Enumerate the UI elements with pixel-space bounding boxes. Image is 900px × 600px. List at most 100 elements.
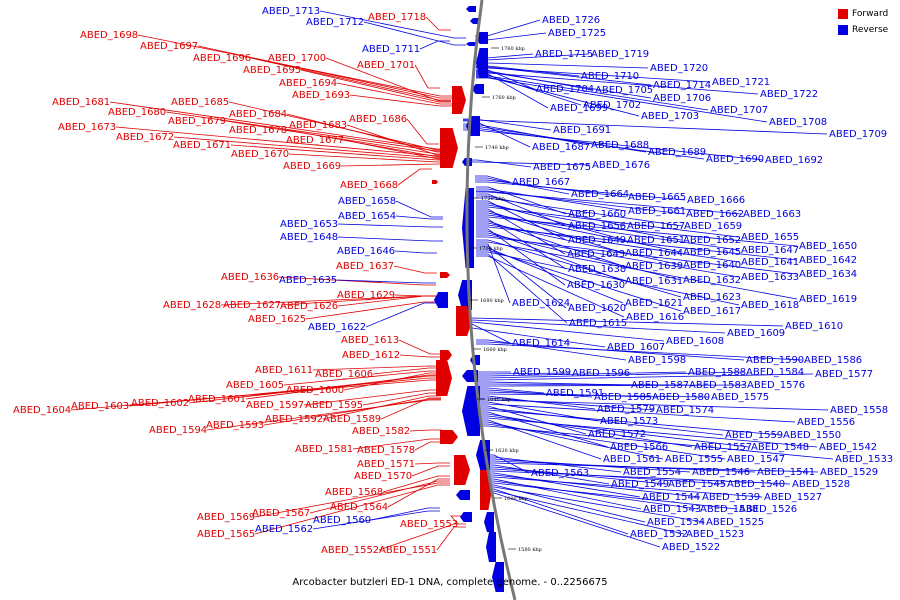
gene-label[interactable]: ABED_1529 — [820, 467, 878, 478]
gene-label[interactable]: ABED_1607 — [607, 342, 665, 353]
gene-label[interactable]: ABED_1654 — [338, 211, 396, 222]
gene-label[interactable]: ABED_1613 — [341, 335, 399, 346]
gene-label[interactable]: ABED_1624 — [512, 298, 570, 309]
gene-label[interactable]: ABED_1575 — [711, 392, 769, 403]
gene-label[interactable]: ABED_1706 — [653, 93, 711, 104]
gene-label[interactable]: ABED_1627 — [223, 300, 281, 311]
gene-label[interactable]: ABED_1584 — [746, 367, 804, 378]
gene-label[interactable]: ABED_1563 — [531, 468, 589, 479]
gene-label[interactable]: ABED_1679 — [168, 116, 226, 127]
gene-label[interactable]: ABED_1554 — [623, 467, 681, 478]
gene-label[interactable]: ABED_1649 — [568, 235, 626, 246]
gene-label[interactable]: ABED_1616 — [626, 312, 684, 323]
gene-label[interactable]: ABED_1583 — [689, 380, 747, 391]
gene-label[interactable]: ABED_1522 — [662, 542, 720, 553]
gene-label[interactable]: ABED_1685 — [171, 97, 229, 108]
gene-label[interactable]: ABED_1569 — [197, 512, 255, 523]
gene-label[interactable]: ABED_1626 — [280, 301, 338, 312]
gene-label[interactable]: ABED_1573 — [600, 416, 658, 427]
gene-label[interactable]: ABED_1598 — [628, 355, 686, 366]
gene-label[interactable]: ABED_1542 — [819, 442, 877, 453]
gene-label[interactable]: ABED_1586 — [804, 355, 862, 366]
gene-label[interactable]: ABED_1646 — [337, 246, 395, 257]
gene-label[interactable]: ABED_1659 — [684, 221, 742, 232]
gene-label[interactable]: ABED_1709 — [829, 129, 887, 140]
gene-label[interactable]: ABED_1672 — [116, 132, 174, 143]
gene-label[interactable]: ABED_1589 — [323, 414, 381, 425]
gene-label[interactable]: ABED_1692 — [765, 155, 823, 166]
gene-label[interactable]: ABED_1553 — [400, 519, 458, 530]
gene-label[interactable]: ABED_1594 — [149, 425, 207, 436]
gene-label[interactable]: ABED_1587 — [631, 380, 689, 391]
gene-label[interactable]: ABED_1526 — [739, 504, 797, 515]
gene-label[interactable]: ABED_1608 — [666, 336, 724, 347]
gene-label[interactable]: ABED_1596 — [572, 368, 630, 379]
gene-label[interactable]: ABED_1669 — [283, 161, 341, 172]
gene-label[interactable]: ABED_1528 — [792, 479, 850, 490]
gene-label[interactable]: ABED_1559 — [725, 430, 783, 441]
gene-label[interactable]: ABED_1652 — [683, 235, 741, 246]
gene-label[interactable]: ABED_1622 — [308, 322, 366, 333]
gene-label[interactable]: ABED_1572 — [588, 429, 646, 440]
gene-label[interactable]: ABED_1539 — [702, 492, 760, 503]
gene-label[interactable]: ABED_1621 — [625, 298, 683, 309]
gene-label[interactable]: ABED_1597 — [246, 400, 304, 411]
gene-label[interactable]: ABED_1565 — [197, 529, 255, 540]
gene-label[interactable]: ABED_1670 — [231, 149, 289, 160]
gene-label[interactable]: ABED_1567 — [252, 508, 310, 519]
gene-label[interactable]: ABED_1603 — [71, 401, 129, 412]
gene-label[interactable]: ABED_1690 — [706, 154, 764, 165]
gene-label[interactable]: ABED_1617 — [683, 306, 741, 317]
gene-label[interactable]: ABED_1702 — [583, 100, 641, 111]
gene-label[interactable]: ABED_1655 — [741, 232, 799, 243]
gene-label[interactable]: ABED_1545 — [668, 479, 726, 490]
gene-label[interactable]: ABED_1564 — [330, 502, 388, 513]
gene-label[interactable]: ABED_1667 — [512, 177, 570, 188]
gene-label[interactable]: ABED_1523 — [686, 529, 744, 540]
gene-label[interactable]: ABED_1619 — [799, 294, 857, 305]
gene-label[interactable]: ABED_1601 — [188, 394, 246, 405]
gene-label[interactable]: ABED_1676 — [592, 160, 650, 171]
gene-label[interactable]: ABED_1588 — [688, 367, 746, 378]
gene-label[interactable]: ABED_1549 — [611, 479, 669, 490]
gene-label[interactable]: ABED_1675 — [533, 162, 591, 173]
gene-label[interactable]: ABED_1590 — [746, 355, 804, 366]
gene-label[interactable]: ABED_1614 — [512, 338, 570, 349]
gene-label[interactable]: ABED_1592 — [265, 414, 323, 425]
gene-label[interactable]: ABED_1639 — [625, 261, 683, 272]
gene-label[interactable]: ABED_1612 — [342, 350, 400, 361]
gene-label[interactable]: ABED_1548 — [751, 442, 809, 453]
gene-label[interactable]: ABED_1651 — [627, 235, 685, 246]
gene-label[interactable]: ABED_1645 — [683, 247, 741, 258]
gene-label[interactable]: ABED_1580 — [652, 392, 710, 403]
gene-label[interactable]: ABED_1562 — [255, 524, 313, 535]
gene-label[interactable]: ABED_1693 — [292, 90, 350, 101]
gene-label[interactable]: ABED_1633 — [741, 272, 799, 283]
gene-label[interactable]: ABED_1662 — [686, 209, 744, 220]
gene-label[interactable]: ABED_1581 — [295, 444, 353, 455]
gene-label[interactable]: ABED_1650 — [799, 241, 857, 252]
gene-label[interactable]: ABED_1712 — [306, 17, 364, 28]
gene-label[interactable]: ABED_1525 — [706, 517, 764, 528]
gene-label[interactable]: ABED_1605 — [226, 380, 284, 391]
gene-label[interactable]: ABED_1629 — [337, 290, 395, 301]
gene-label[interactable]: ABED_1713 — [262, 6, 320, 17]
gene-label[interactable]: ABED_1557 — [694, 442, 752, 453]
gene-label[interactable]: ABED_1658 — [338, 196, 396, 207]
gene-label[interactable]: ABED_1550 — [783, 430, 841, 441]
gene-label[interactable]: ABED_1631 — [625, 276, 683, 287]
gene-label[interactable]: ABED_1527 — [764, 492, 822, 503]
gene-label[interactable]: ABED_1593 — [206, 420, 264, 431]
gene-label[interactable]: ABED_1715 — [535, 49, 593, 60]
gene-label[interactable]: ABED_1558 — [830, 405, 888, 416]
gene-label[interactable]: ABED_1686 — [349, 114, 407, 125]
gene-label[interactable]: ABED_1664 — [571, 189, 629, 200]
gene-label[interactable]: ABED_1656 — [568, 221, 626, 232]
gene-label[interactable]: ABED_1699 — [550, 103, 608, 114]
gene-label[interactable]: ABED_1681 — [52, 97, 110, 108]
gene-label[interactable]: ABED_1560 — [313, 515, 371, 526]
gene-label[interactable]: ABED_1600 — [286, 385, 344, 396]
gene-label[interactable]: ABED_1635 — [279, 275, 337, 286]
gene-label[interactable]: ABED_1577 — [815, 369, 873, 380]
gene-label[interactable]: ABED_1637 — [336, 261, 394, 272]
